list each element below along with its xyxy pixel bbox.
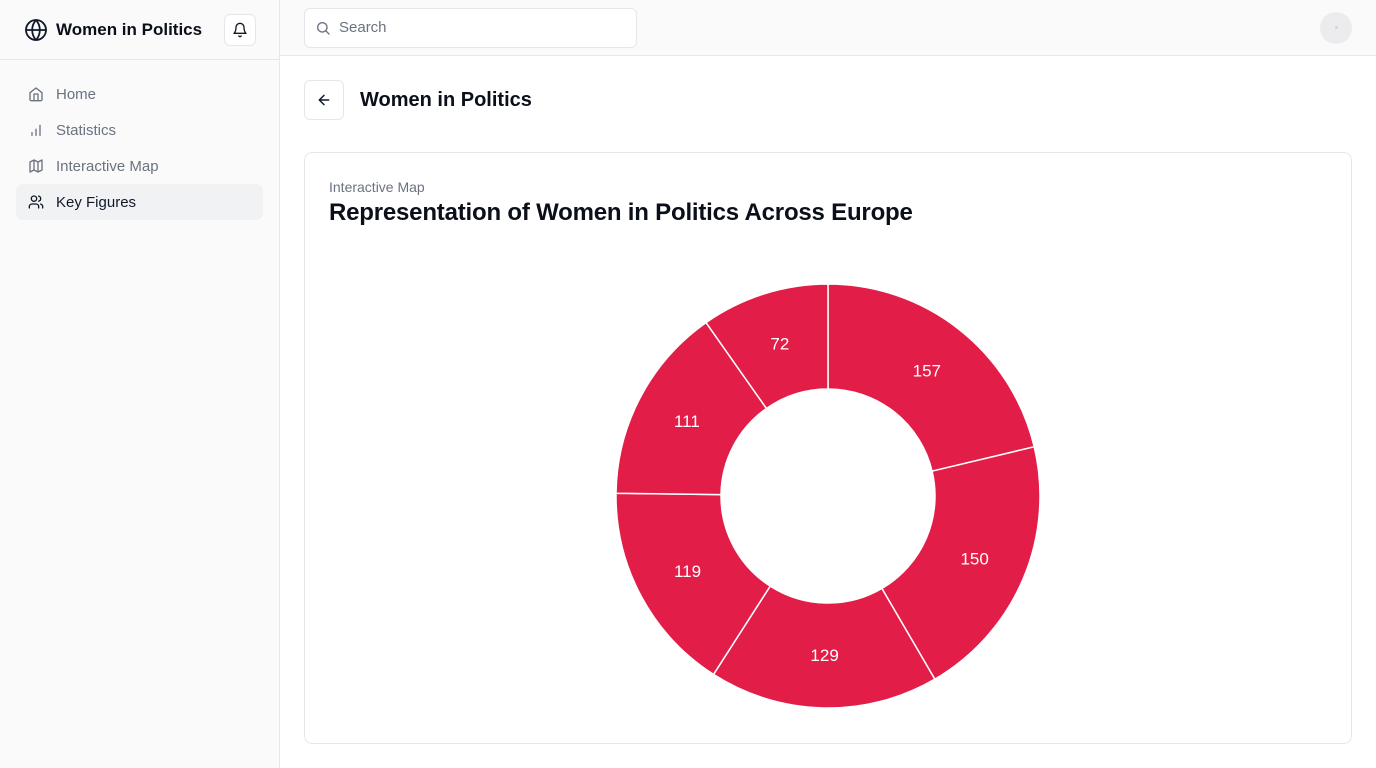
donut-slice[interactable] xyxy=(712,585,936,709)
map-icon xyxy=(28,158,44,174)
sidebar-item-key-figures[interactable]: Key Figures xyxy=(16,184,263,220)
home-icon xyxy=(28,86,44,102)
avatar[interactable] xyxy=(1320,11,1352,44)
donut-chart: 157 150 129 119 111 72 xyxy=(305,153,1351,743)
sidebar-item-label: Interactive Map xyxy=(56,157,159,175)
sidebar-item-statistics[interactable]: Statistics xyxy=(16,112,263,148)
sidebar-item-interactive-map[interactable]: Interactive Map xyxy=(16,148,263,184)
donut-slice-label: 111 xyxy=(674,412,700,431)
card-header: Interactive Map Representation of Women … xyxy=(329,179,1327,227)
sidebar-item-label: Home xyxy=(56,85,97,103)
search-icon xyxy=(315,20,331,36)
arrow-left-icon xyxy=(316,92,332,108)
donut-slice[interactable] xyxy=(704,283,829,410)
page-title: Women in Politics xyxy=(360,88,532,111)
sidebar-item-label: Statistics xyxy=(56,121,117,139)
bell-icon xyxy=(232,22,248,38)
donut-slice-label: 150 xyxy=(960,549,988,568)
donut-slice[interactable] xyxy=(880,445,1041,681)
search-input[interactable] xyxy=(339,19,619,36)
sidebar-nav: Home Statistics Interactive Map xyxy=(0,60,279,220)
search-box[interactable] xyxy=(304,7,637,48)
card-title: Representation of Women in Politics Acro… xyxy=(329,199,913,226)
card-eyebrow: Interactive Map xyxy=(329,179,425,195)
donut-chart-svg: 157 150 129 119 111 72 xyxy=(615,283,1041,709)
donut-slice[interactable] xyxy=(615,321,768,496)
donut-slice-label: 72 xyxy=(770,334,789,353)
notifications-button[interactable] xyxy=(224,13,256,46)
donut-slice[interactable] xyxy=(615,492,772,676)
globe-icon xyxy=(24,18,48,42)
avatar-placeholder xyxy=(1334,26,1338,29)
chart-card: 157 150 129 119 111 72 Interactive Map Repres… xyxy=(304,152,1352,744)
donut-slice-label: 157 xyxy=(913,361,941,380)
main-area: Women in Politics 157 150 129 119 111 72 Inte… xyxy=(280,0,1376,768)
sidebar-item-label: Key Figures xyxy=(56,193,137,211)
donut-slice-label: 119 xyxy=(674,562,701,581)
title-row: Women in Politics xyxy=(304,80,1352,120)
donut-slice-label: 129 xyxy=(810,646,838,665)
back-button[interactable] xyxy=(304,80,344,120)
bar-chart-icon xyxy=(28,122,44,138)
sidebar: Women in Politics Home xyxy=(0,0,280,768)
brand-title: Women in Politics xyxy=(56,19,203,39)
topbar xyxy=(280,0,1376,56)
brand-row: Women in Politics xyxy=(0,0,279,60)
sidebar-item-home[interactable]: Home xyxy=(16,76,263,112)
content: Women in Politics 157 150 129 119 111 72 Inte… xyxy=(280,56,1376,744)
donut-slice[interactable] xyxy=(827,283,1036,473)
users-icon xyxy=(28,194,44,210)
